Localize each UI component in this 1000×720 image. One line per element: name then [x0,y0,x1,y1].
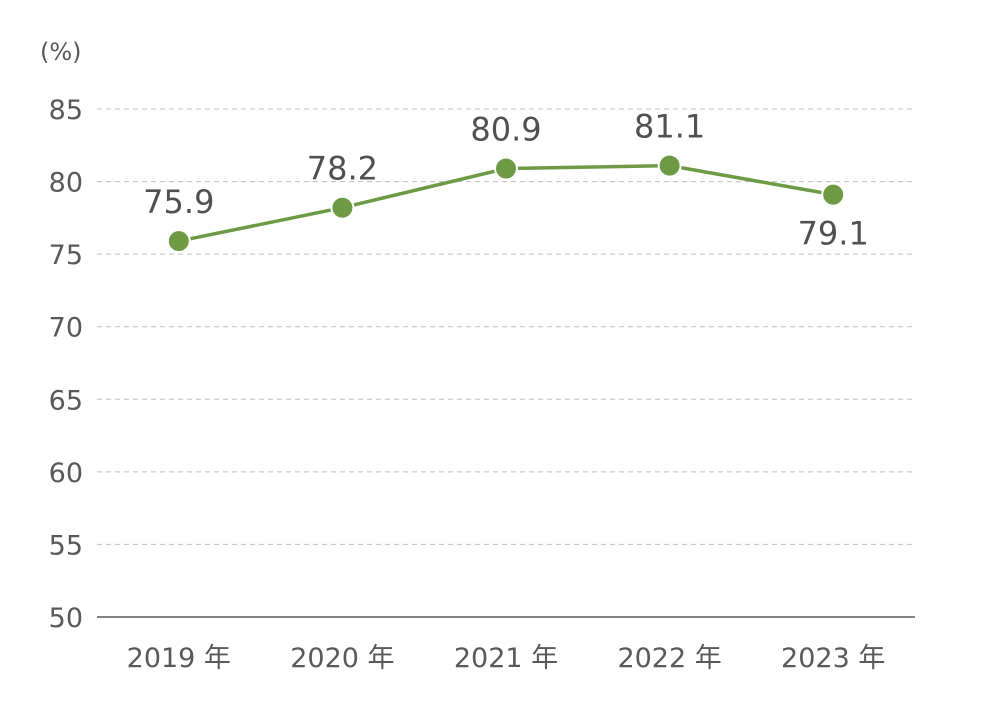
data-point [821,182,846,207]
data-labels: 75.9 78.2 80.9 81.1 79.1 [143,108,869,253]
data-label: 81.1 [634,108,705,146]
x-tick-label: 2022 年 [617,643,721,674]
x-tick-label: 2020 年 [290,643,394,674]
data-points [166,153,846,254]
y-tick-label: 80 [49,168,83,199]
y-tick-label: 85 [49,95,83,126]
data-label: 78.2 [307,150,378,188]
data-point [494,156,518,181]
gridlines [97,108,915,545]
x-tick-label: 2023 年 [781,643,885,674]
data-point [330,195,355,220]
y-tick-label: 60 [49,458,83,489]
y-tick-label: 65 [49,385,83,416]
x-tick-label: 2021 年 [454,643,558,674]
data-point [166,229,191,254]
x-axis-ticks: 2019 年 2020 年 2021 年 2022 年 2023 年 [127,643,886,674]
data-label: 80.9 [470,111,541,149]
y-axis-unit-label: (%) [40,38,82,66]
x-tick-label: 2019 年 [127,643,231,674]
y-tick-label: 70 [49,313,83,344]
data-point [657,153,682,178]
y-tick-label: 55 [49,530,83,561]
y-tick-label: 75 [49,240,83,271]
data-label: 75.9 [143,183,214,221]
data-label: 79.1 [798,215,869,253]
y-axis-ticks: 50 55 60 65 70 75 80 85 [49,95,83,634]
y-tick-label: 50 [49,603,83,634]
